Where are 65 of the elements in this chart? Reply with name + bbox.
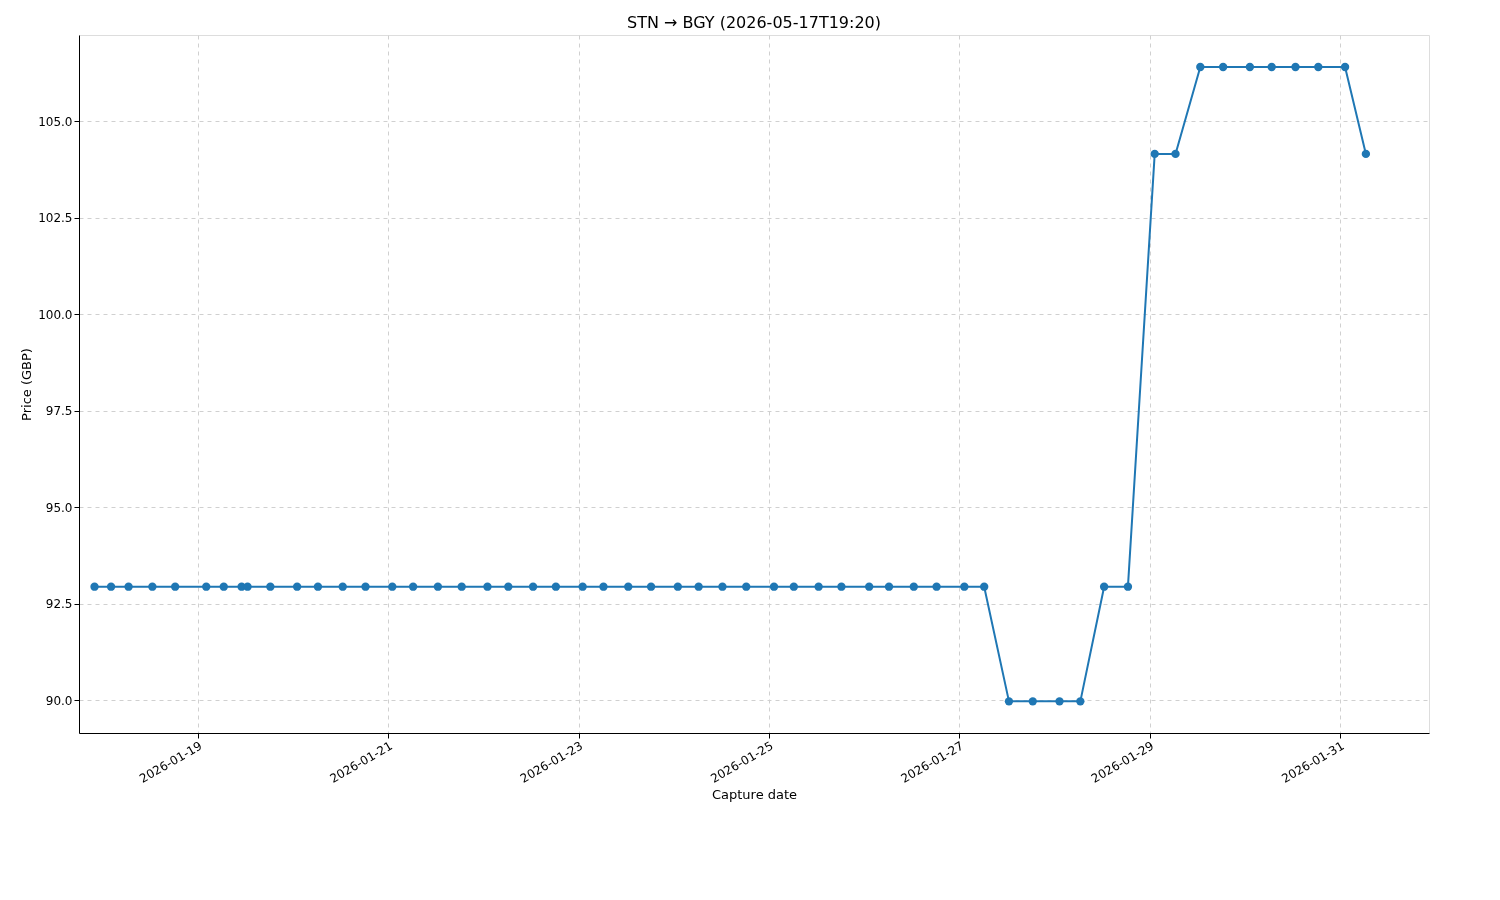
- point: [408, 582, 418, 591]
- y-tick-label: 105.0: [38, 114, 73, 129]
- y-tick-label: 92.5: [45, 597, 73, 612]
- point: [646, 582, 656, 591]
- point: [551, 582, 561, 591]
- point: [718, 582, 727, 591]
- point: [884, 582, 894, 591]
- point: [292, 582, 302, 591]
- point: [624, 582, 633, 591]
- y-tick-label: 90.0: [45, 693, 73, 708]
- point: [769, 582, 779, 591]
- point: [202, 582, 211, 591]
- point: [148, 582, 157, 591]
- point: [599, 582, 608, 591]
- point: [504, 582, 513, 591]
- point: [789, 582, 799, 591]
- point: [1361, 149, 1371, 159]
- point: [742, 582, 751, 591]
- chart-title: STN → BGY (2026-05-17T19:20): [627, 13, 881, 32]
- point: [932, 582, 941, 591]
- point: [457, 582, 466, 591]
- point: [1076, 697, 1085, 706]
- x-axis-title: Capture date: [711, 786, 798, 802]
- y-axis-title: Price (GBP): [19, 348, 35, 421]
- point: [960, 582, 969, 591]
- point: [361, 582, 370, 591]
- point: [90, 582, 99, 591]
- point: [1123, 582, 1133, 591]
- point: [1004, 697, 1014, 706]
- point: [433, 582, 443, 591]
- point: [1150, 149, 1159, 159]
- point: [578, 582, 587, 591]
- point: [673, 582, 683, 591]
- point: [338, 582, 347, 591]
- point: [909, 582, 918, 591]
- point: [814, 582, 823, 591]
- point: [388, 582, 397, 591]
- point: [1340, 62, 1350, 72]
- point: [694, 582, 703, 591]
- point: [1314, 62, 1323, 72]
- point: [1196, 62, 1205, 72]
- point: [528, 582, 538, 591]
- point: [1055, 697, 1064, 706]
- y-tick-label: 102.5: [38, 211, 73, 226]
- point: [864, 582, 874, 591]
- point: [979, 582, 989, 591]
- point: [124, 582, 133, 591]
- point: [1267, 62, 1276, 72]
- point: [313, 582, 323, 591]
- point: [266, 582, 275, 591]
- y-tick-label: 95.0: [45, 500, 73, 515]
- point: [1171, 149, 1180, 159]
- point: [1291, 62, 1300, 72]
- point: [837, 582, 846, 591]
- y-tick-label: 97.5: [45, 404, 73, 419]
- point: [1218, 62, 1228, 72]
- point: [1028, 697, 1037, 706]
- point: [170, 582, 180, 591]
- point: [1245, 62, 1255, 72]
- point: [106, 582, 116, 591]
- point: [219, 582, 228, 591]
- y-tick-label: 100.0: [38, 307, 73, 322]
- point: [1099, 582, 1109, 591]
- point: [243, 582, 252, 591]
- point: [483, 582, 492, 591]
